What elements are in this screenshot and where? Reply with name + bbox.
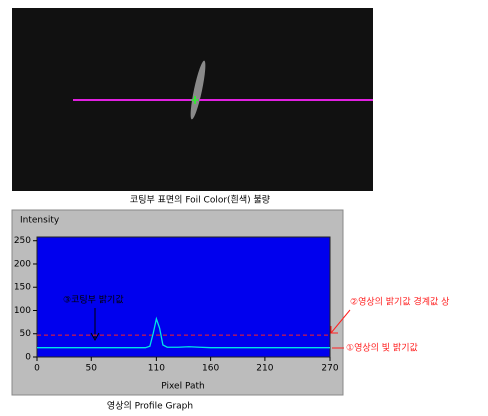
x-tick-label: 270 xyxy=(321,364,338,374)
x-tick-label: 210 xyxy=(256,364,273,374)
y-tick-label: 250 xyxy=(14,236,31,246)
x-tick-label: 50 xyxy=(86,364,98,374)
x-tick-label: 160 xyxy=(202,364,219,374)
y-tick-label: 150 xyxy=(14,283,31,293)
y-tick-label: 50 xyxy=(20,329,32,339)
annotation: ①영상의 빛 밝기값 xyxy=(346,342,418,354)
screen: 코팅부 표면의 Foil Color(흰색) 불량 Intensity Pixe… xyxy=(0,0,488,412)
graph-caption: 영상의 Profile Graph xyxy=(107,401,193,412)
y-tick-label: 100 xyxy=(14,306,31,316)
y-tick-label: 0 xyxy=(25,353,31,363)
annotation: ③코팅부 밝기값 xyxy=(63,294,124,306)
annotation: ②영상의 밝기값 경계값 상 xyxy=(350,296,449,308)
x-tick-label: 110 xyxy=(148,364,165,374)
y-title: Intensity xyxy=(20,216,60,226)
y-tick-label: 200 xyxy=(14,259,31,269)
page: {"image": {"caption": "코팅부 표면의 Foil Colo… xyxy=(0,0,488,416)
image-caption: 코팅부 표면의 Foil Color(흰색) 불량 xyxy=(130,194,270,206)
x-tick-label: 0 xyxy=(34,364,40,374)
x-axis-label: Pixel Path xyxy=(161,382,204,392)
